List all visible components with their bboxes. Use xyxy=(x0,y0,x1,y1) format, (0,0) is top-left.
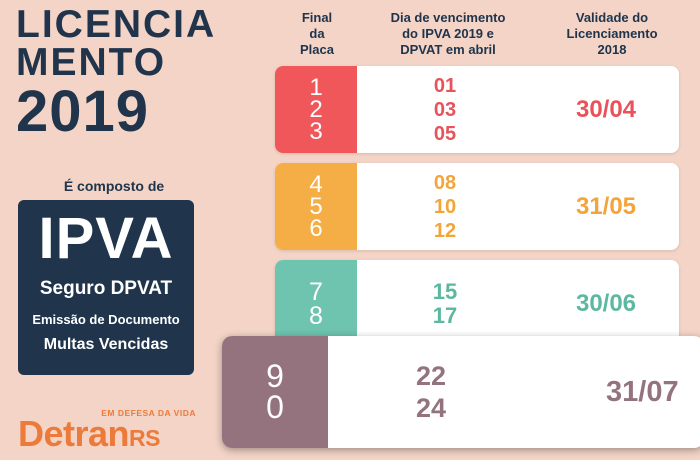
due-days: 15 17 xyxy=(357,260,533,347)
plate-digits: 9 0 xyxy=(222,336,328,448)
plate-digit: 8 xyxy=(309,301,323,330)
page-title: LICENCIA MENTO 2019 xyxy=(16,3,217,144)
title-line-1: LICENCIA xyxy=(16,3,217,46)
composed-of-label: É composto de xyxy=(63,178,165,194)
due-day: 12 xyxy=(433,219,457,242)
multas-vencidas-label: Multas Vencidas xyxy=(43,336,169,353)
plate-digit: 3 xyxy=(309,117,323,145)
ipva-label: IPVA xyxy=(38,206,174,271)
plate-digits: 4 5 6 xyxy=(275,163,357,250)
due-days: 01 03 05 xyxy=(357,66,533,153)
header-line: 2018 xyxy=(597,42,627,57)
detran-slogan: EM DEFESA DA VIDA xyxy=(101,408,196,418)
plate-digit: 9 xyxy=(266,358,290,394)
due-day: 10 xyxy=(433,195,457,218)
header-validade: Validade do Licenciamento 2018 xyxy=(532,10,692,58)
detran-state: RS xyxy=(129,425,160,451)
table-row: 4 5 6 08 10 12 31/05 xyxy=(275,163,679,250)
due-day: 03 xyxy=(433,98,457,121)
validity-date: 31/05 xyxy=(575,192,637,220)
due-day: 17 xyxy=(432,302,458,328)
header-dia-vencimento: Dia de vencimento do IPVA 2019 e DPVAT e… xyxy=(368,10,528,58)
header-line: Placa xyxy=(300,42,334,57)
header-line: Validade do xyxy=(575,10,649,25)
seguro-dpvat-label: Seguro DPVAT xyxy=(39,278,173,299)
header-line: Licenciamento xyxy=(566,26,658,41)
due-day: 24 xyxy=(415,393,447,423)
plate-digit: 6 xyxy=(309,214,323,242)
due-day: 08 xyxy=(433,171,457,194)
due-day: 05 xyxy=(433,122,457,145)
plate-digit: 0 xyxy=(266,389,290,425)
validity-date: 30/04 xyxy=(575,95,637,123)
validity-date: 31/07 xyxy=(606,375,679,408)
plate-digit: 7 xyxy=(309,277,323,306)
validity-date: 30/06 xyxy=(575,289,637,317)
header-line: da xyxy=(309,26,325,41)
detran-wordmark: DetranRS xyxy=(18,413,160,455)
table-row: 7 8 15 17 30/06 xyxy=(275,260,679,347)
emissao-documento-label: Emissão de Documento xyxy=(32,312,180,327)
plate-digit: 1 xyxy=(309,73,323,101)
title-year: 2019 xyxy=(16,79,150,144)
title-line-2: MENTO xyxy=(16,41,167,84)
due-days: 22 24 xyxy=(328,336,534,448)
header-line: do IPVA 2019 e xyxy=(402,26,494,41)
due-day: 15 xyxy=(432,278,458,304)
detran-name: Detran xyxy=(18,413,130,454)
due-day: 01 xyxy=(433,74,457,97)
plate-digits: 1 2 3 xyxy=(275,66,357,153)
detran-logo: EM DEFESA DA VIDA DetranRS xyxy=(18,395,208,455)
plate-digit: 4 xyxy=(309,170,323,198)
header-line: DPVAT em abril xyxy=(400,42,496,57)
due-day: 22 xyxy=(415,361,447,391)
table-row-highlighted: 9 0 22 24 31/07 xyxy=(222,336,700,448)
header-line: Dia de vencimento xyxy=(390,10,506,25)
ipva-box: IPVA Seguro DPVAT Emissão de Documento M… xyxy=(18,200,194,375)
header-final-da-placa: Final da Placa xyxy=(284,10,350,58)
plate-digit: 2 xyxy=(309,95,323,123)
plate-digit: 5 xyxy=(309,192,323,220)
table-row: 1 2 3 01 03 05 30/04 xyxy=(275,66,679,153)
due-days: 08 10 12 xyxy=(357,163,533,250)
header-line: Final xyxy=(301,10,333,25)
plate-digits: 7 8 xyxy=(275,260,357,347)
